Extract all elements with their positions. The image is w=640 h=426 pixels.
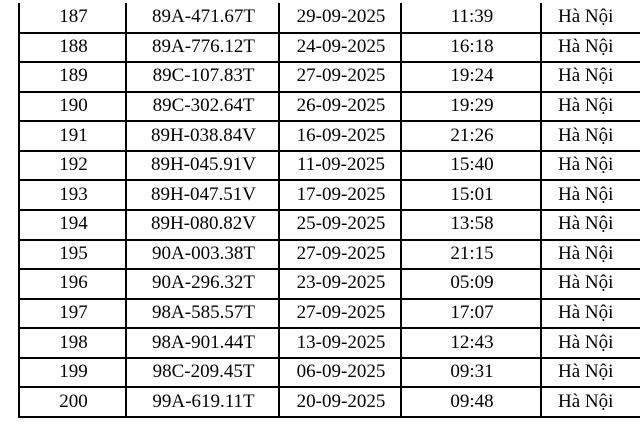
table-cell: 29-09-2025 — [278, 3, 402, 34]
table-cell: 12:43 — [400, 328, 542, 359]
table-cell: 21:15 — [400, 239, 542, 271]
table-cell: 200 — [18, 387, 127, 418]
table-cell: 89C-302.64T — [125, 91, 280, 123]
table-cell: Hà Nội — [540, 180, 640, 211]
table-cell: 89H-038.84V — [125, 121, 280, 152]
table-cell: Hà Nội — [540, 239, 640, 271]
table-cell: 26-09-2025 — [278, 91, 402, 123]
table-cell: 20-09-2025 — [278, 387, 402, 418]
table-cell: 16-09-2025 — [278, 121, 402, 152]
table-cell: Hà Nội — [540, 150, 640, 182]
table-cell: 190 — [18, 91, 127, 123]
table-cell: 189 — [18, 62, 127, 93]
table-cell: 192 — [18, 150, 127, 182]
table-cell: 27-09-2025 — [278, 298, 402, 330]
table-cell: 198 — [18, 328, 127, 359]
table-cell: 193 — [18, 180, 127, 211]
table-cell: Hà Nội — [540, 357, 640, 389]
table-cell: 11-09-2025 — [278, 150, 402, 182]
table-cell: Hà Nội — [540, 121, 640, 152]
table-cell: Hà Nội — [540, 62, 640, 93]
table-cell: 199 — [18, 357, 127, 389]
table-cell: 89A-471.67T — [125, 3, 280, 34]
table-cell: 13:58 — [400, 209, 542, 241]
table-cell: 05:09 — [400, 269, 542, 300]
table-cell: 09:31 — [400, 357, 542, 389]
table-cell: 99A-619.11T — [125, 387, 280, 418]
table-cell: Hà Nội — [540, 298, 640, 330]
table-cell: 13-09-2025 — [278, 328, 402, 359]
table-cell: 27-09-2025 — [278, 239, 402, 271]
table-cell: 187 — [18, 3, 127, 34]
table-cell: Hà Nội — [540, 32, 640, 64]
table-cell: Hà Nội — [540, 3, 640, 34]
table-cell: Hà Nội — [540, 269, 640, 300]
table-cell: 89H-045.91V — [125, 150, 280, 182]
table-cell: 09:48 — [400, 387, 542, 418]
table-cell: 27-09-2025 — [278, 62, 402, 93]
table-cell: Hà Nội — [540, 328, 640, 359]
table-cell: 17:07 — [400, 298, 542, 330]
table-cell: 98A-585.57T — [125, 298, 280, 330]
table-cell: 98C-209.45T — [125, 357, 280, 389]
table-cell: 188 — [18, 32, 127, 64]
table-cell: 196 — [18, 269, 127, 300]
table-cell: 98A-901.44T — [125, 328, 280, 359]
table-cell: 90A-003.38T — [125, 239, 280, 271]
table-cell: 15:40 — [400, 150, 542, 182]
table-cell: 89H-047.51V — [125, 180, 280, 211]
table-cell: 19:24 — [400, 62, 542, 93]
table-cell: 89C-107.83T — [125, 62, 280, 93]
table-cell: 21:26 — [400, 121, 542, 152]
table-cell: 194 — [18, 209, 127, 241]
table-cell: Hà Nội — [540, 91, 640, 123]
table-cell: 11:39 — [400, 3, 542, 34]
table-cell: 06-09-2025 — [278, 357, 402, 389]
table-cell: 19:29 — [400, 91, 542, 123]
table-cell: 191 — [18, 121, 127, 152]
table-cell: 89H-080.82V — [125, 209, 280, 241]
table-cell: 195 — [18, 239, 127, 271]
table-cell: 23-09-2025 — [278, 269, 402, 300]
table-cell: 89A-776.12T — [125, 32, 280, 64]
table-cell: Hà Nội — [540, 387, 640, 418]
table-cell: Hà Nội — [540, 209, 640, 241]
table-cell: 25-09-2025 — [278, 209, 402, 241]
table-cell: 24-09-2025 — [278, 32, 402, 64]
table-cell: 197 — [18, 298, 127, 330]
table-cell: 90A-296.32T — [125, 269, 280, 300]
table-cell: 15:01 — [400, 180, 542, 211]
table-cell: 16:18 — [400, 32, 542, 64]
table-cell: 17-09-2025 — [278, 180, 402, 211]
